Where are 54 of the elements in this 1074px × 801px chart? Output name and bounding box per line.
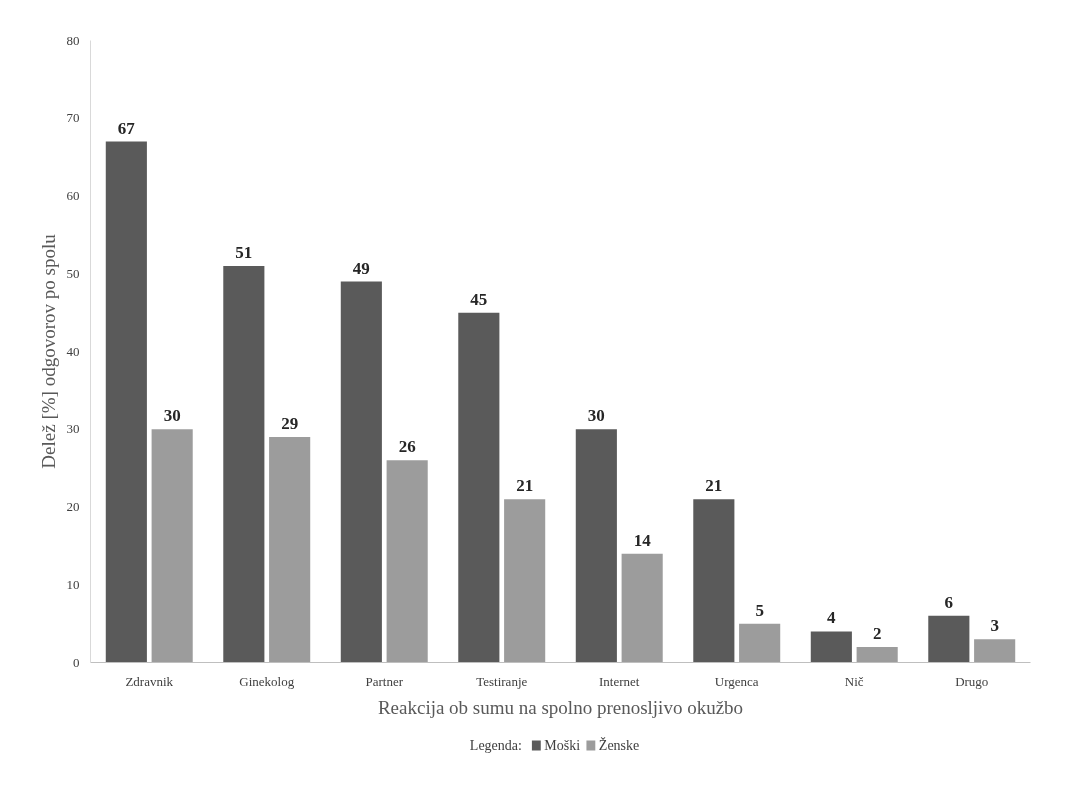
x-tick-label: Ginekolog — [239, 673, 295, 689]
data-label: 45 — [470, 289, 488, 309]
data-label: 14 — [633, 530, 652, 550]
data-label: 30 — [587, 406, 605, 426]
legend-label: Ženske — [598, 737, 640, 753]
y-tick-label: 20 — [66, 499, 80, 514]
bar — [105, 141, 147, 663]
bar — [621, 553, 663, 663]
y-tick-label: 60 — [66, 188, 80, 203]
x-tick-label: Nič — [844, 673, 864, 689]
data-label: 6 — [944, 592, 954, 612]
bar — [223, 265, 265, 663]
data-label: 29 — [281, 414, 299, 434]
data-label: 21 — [516, 476, 534, 496]
data-label: 5 — [755, 600, 764, 620]
y-tick-label: 0 — [73, 654, 80, 670]
data-label: 51 — [235, 242, 253, 262]
y-axis-title: Delež [%] odgovorov po spolu — [37, 233, 59, 469]
data-label: 67 — [117, 118, 136, 138]
legend-label: Moški — [544, 738, 581, 753]
bar — [739, 623, 781, 663]
bar — [458, 312, 500, 663]
bar — [575, 429, 617, 663]
bar — [693, 499, 735, 663]
data-label: 2 — [872, 623, 882, 643]
bar — [386, 460, 428, 663]
x-tick-label: Drugo — [955, 673, 989, 689]
bar — [269, 437, 311, 663]
bar — [151, 429, 193, 663]
y-tick-label: 40 — [66, 343, 80, 359]
y-tick-label: 30 — [66, 421, 80, 437]
x-tick-label: Testiranje — [476, 673, 528, 689]
bar — [340, 281, 382, 663]
data-label: 3 — [990, 616, 999, 636]
x-tick-label: Partner — [365, 673, 404, 689]
bar — [504, 499, 546, 663]
y-tick-label: 70 — [66, 110, 80, 126]
data-label: 30 — [163, 406, 181, 426]
legend-title: Legenda: — [469, 738, 522, 753]
x-tick-label: Zdravnik — [125, 673, 174, 689]
x-tick-label: Internet — [599, 673, 640, 689]
y-tick-label: 10 — [66, 576, 80, 592]
bar — [974, 639, 1016, 663]
x-axis-title: Reakcija ob sumu na spolno prenosljivo okužbo — [377, 696, 744, 718]
bar — [928, 615, 970, 663]
bar — [810, 631, 852, 663]
bar — [856, 646, 898, 663]
data-label: 4 — [827, 608, 837, 628]
data-label: 21 — [705, 476, 723, 496]
data-label: 26 — [398, 437, 416, 457]
data-label: 49 — [352, 258, 370, 278]
x-tick-label: Urgenca — [714, 673, 759, 689]
y-tick-label: 80 — [66, 32, 80, 48]
y-tick-label: 50 — [66, 265, 80, 281]
